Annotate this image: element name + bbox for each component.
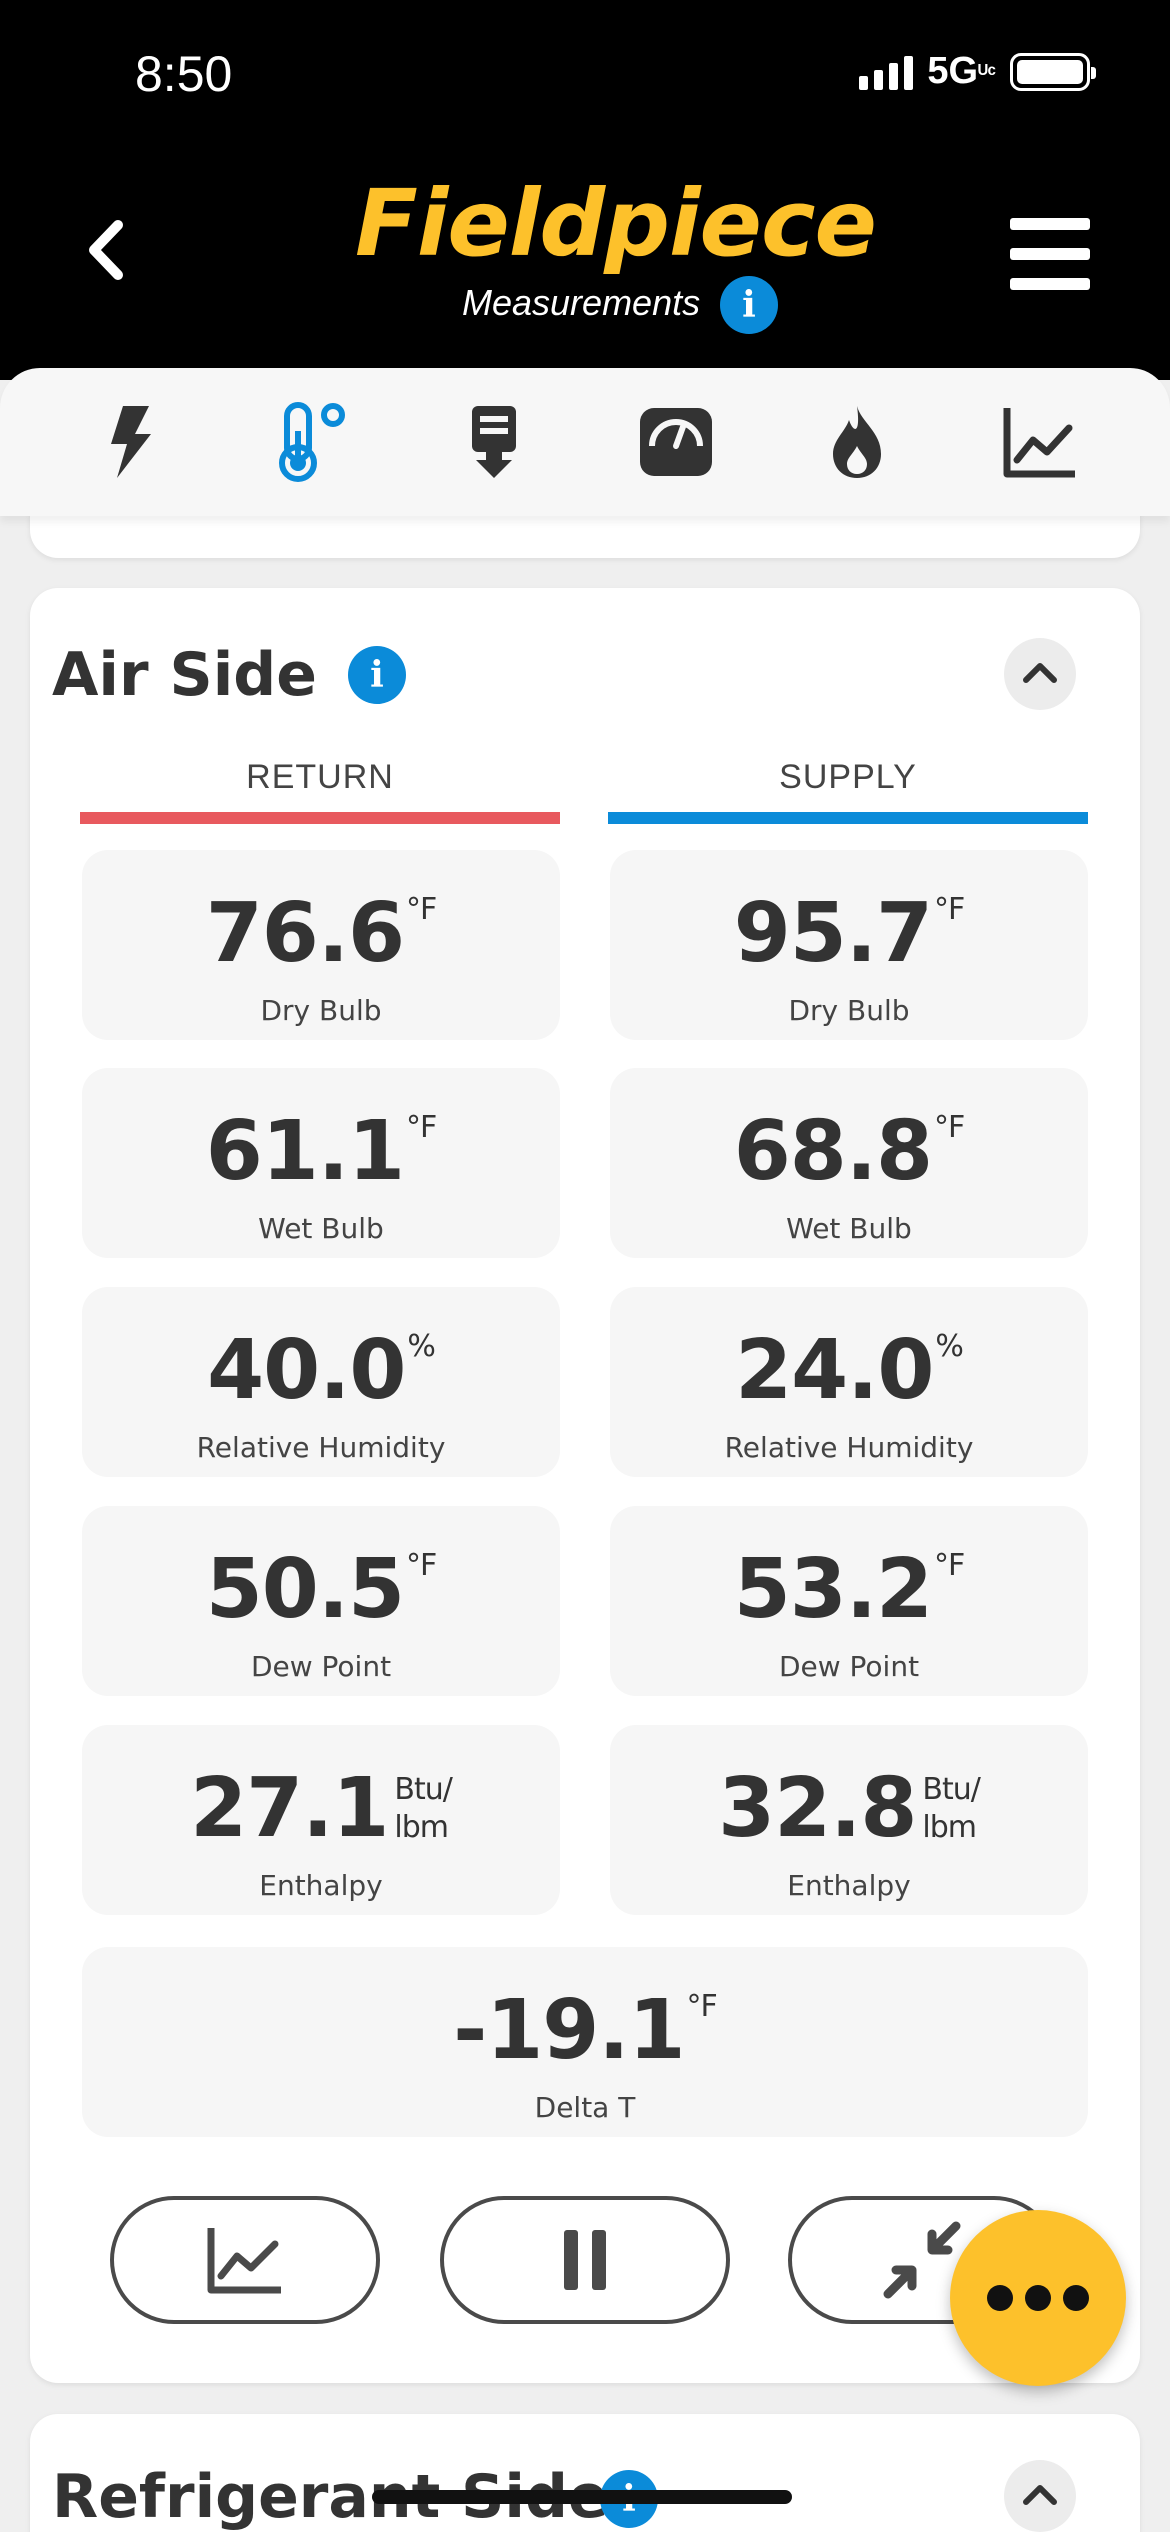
chevron-up-icon [1023, 663, 1057, 683]
reading-value: 27.1 [190, 1761, 389, 1856]
gauge-icon[interactable] [631, 397, 721, 487]
reading-value: 24.0 [735, 1323, 934, 1418]
collapse-button[interactable] [1004, 638, 1076, 710]
info-icon[interactable]: i [348, 646, 406, 704]
reading-unit-top: Btu/ [394, 1772, 452, 1807]
return-color-bar [80, 812, 560, 824]
reading-value: 53.2 [733, 1542, 933, 1637]
status-time: 8:50 [135, 46, 233, 102]
reading-unit-bottom: lbm [394, 1810, 449, 1845]
chevron-up-icon [1023, 2485, 1057, 2505]
app-header: 8:50 5Gᵁᶜ Fieldpiece Measurements i [0, 0, 1170, 380]
network-label: 5Gᵁᶜ [927, 50, 996, 92]
supply-column-header: SUPPLY [779, 758, 917, 796]
reading-label: Wet Bulb [786, 1212, 912, 1245]
menu-button[interactable] [1010, 218, 1090, 290]
measurement-category-tabs [0, 368, 1170, 516]
pause-button[interactable] [440, 2196, 730, 2324]
return-column-header: RETURN [246, 758, 394, 796]
compress-arrows-icon [883, 2221, 961, 2299]
flame-icon[interactable] [812, 397, 902, 487]
dot [1025, 2285, 1051, 2311]
return-rh-tile[interactable]: 40.0% Relative Humidity [82, 1287, 560, 1477]
reading-unit: °F [934, 892, 965, 927]
reading-label: Dew Point [250, 1650, 392, 1683]
delta-t-tile[interactable]: -19.1°F Delta T [82, 1947, 1088, 2137]
supply-rh-tile[interactable]: 24.0% Relative Humidity [610, 1287, 1088, 1477]
supply-dry-bulb-tile[interactable]: 95.7°F Dry Bulb [610, 850, 1088, 1040]
reading-unit: °F [406, 1548, 437, 1583]
home-indicator[interactable] [372, 2490, 792, 2504]
reading-unit: °F [934, 1110, 965, 1145]
chart-icon[interactable] [994, 397, 1084, 487]
download-icon[interactable] [449, 397, 539, 487]
reading-label: Delta T [534, 2091, 636, 2124]
return-enthalpy-tile[interactable]: 27.1 Btu/lbm Enthalpy [82, 1725, 560, 1915]
supply-dew-point-tile[interactable]: 53.2°F Dew Point [610, 1506, 1088, 1696]
dot [987, 2285, 1013, 2311]
reading-value: 76.6 [205, 886, 405, 981]
reading-value: 95.7 [733, 886, 933, 981]
signal-icon [859, 54, 914, 90]
reading-label: Relative Humidity [724, 1431, 974, 1464]
pause-icon [564, 2230, 606, 2290]
reading-value: -19.1 [453, 1983, 685, 2078]
lightning-icon[interactable] [86, 397, 176, 487]
collapse-button[interactable] [1004, 2460, 1076, 2532]
reading-value: 68.8 [733, 1104, 933, 1199]
reading-label: Dew Point [778, 1650, 920, 1683]
chart-icon [207, 2228, 281, 2294]
dot [1063, 2285, 1089, 2311]
reading-unit: % [407, 1329, 435, 1364]
page-subtitle: Measurements [462, 282, 701, 323]
supply-wet-bulb-tile[interactable]: 68.8°F Wet Bulb [610, 1068, 1088, 1258]
reading-value: 61.1 [205, 1104, 405, 1199]
reading-value: 32.8 [718, 1761, 917, 1856]
reading-unit: °F [686, 1989, 718, 2024]
reading-unit: °F [406, 1110, 437, 1145]
reading-label: Enthalpy [787, 1869, 911, 1902]
reading-value: 40.0 [207, 1323, 406, 1418]
back-button[interactable] [80, 215, 140, 285]
return-dry-bulb-tile[interactable]: 76.6°F Dry Bulb [82, 850, 560, 1040]
info-icon[interactable]: i [720, 276, 778, 334]
reading-label: Relative Humidity [196, 1431, 446, 1464]
reading-unit-bottom: lbm [922, 1810, 977, 1845]
graph-button[interactable] [110, 2196, 380, 2324]
reading-unit: °F [934, 1548, 965, 1583]
status-indicators: 5Gᵁᶜ [859, 50, 1096, 93]
more-actions-button[interactable] [950, 2210, 1126, 2386]
battery-icon [1010, 52, 1096, 91]
supply-enthalpy-tile[interactable]: 32.8 Btu/lbm Enthalpy [610, 1725, 1088, 1915]
reading-label: Enthalpy [259, 1869, 383, 1902]
thermometer-icon[interactable] [267, 397, 357, 487]
chevron-left-icon [89, 220, 123, 280]
return-dew-point-tile[interactable]: 50.5°F Dew Point [82, 1506, 560, 1696]
reading-unit: °F [406, 892, 437, 927]
reading-label: Dry Bulb [788, 994, 910, 1027]
brand-logo: Fieldpiece [355, 170, 877, 277]
return-wet-bulb-tile[interactable]: 61.1°F Wet Bulb [82, 1068, 560, 1258]
reading-value: 50.5 [205, 1542, 405, 1637]
reading-unit-top: Btu/ [922, 1772, 980, 1807]
supply-color-bar [608, 812, 1088, 824]
reading-label: Dry Bulb [260, 994, 382, 1027]
card-title: Air Side [52, 640, 317, 710]
reading-label: Wet Bulb [258, 1212, 384, 1245]
reading-unit: % [935, 1329, 963, 1364]
refrigerant-side-card [30, 2414, 1140, 2532]
